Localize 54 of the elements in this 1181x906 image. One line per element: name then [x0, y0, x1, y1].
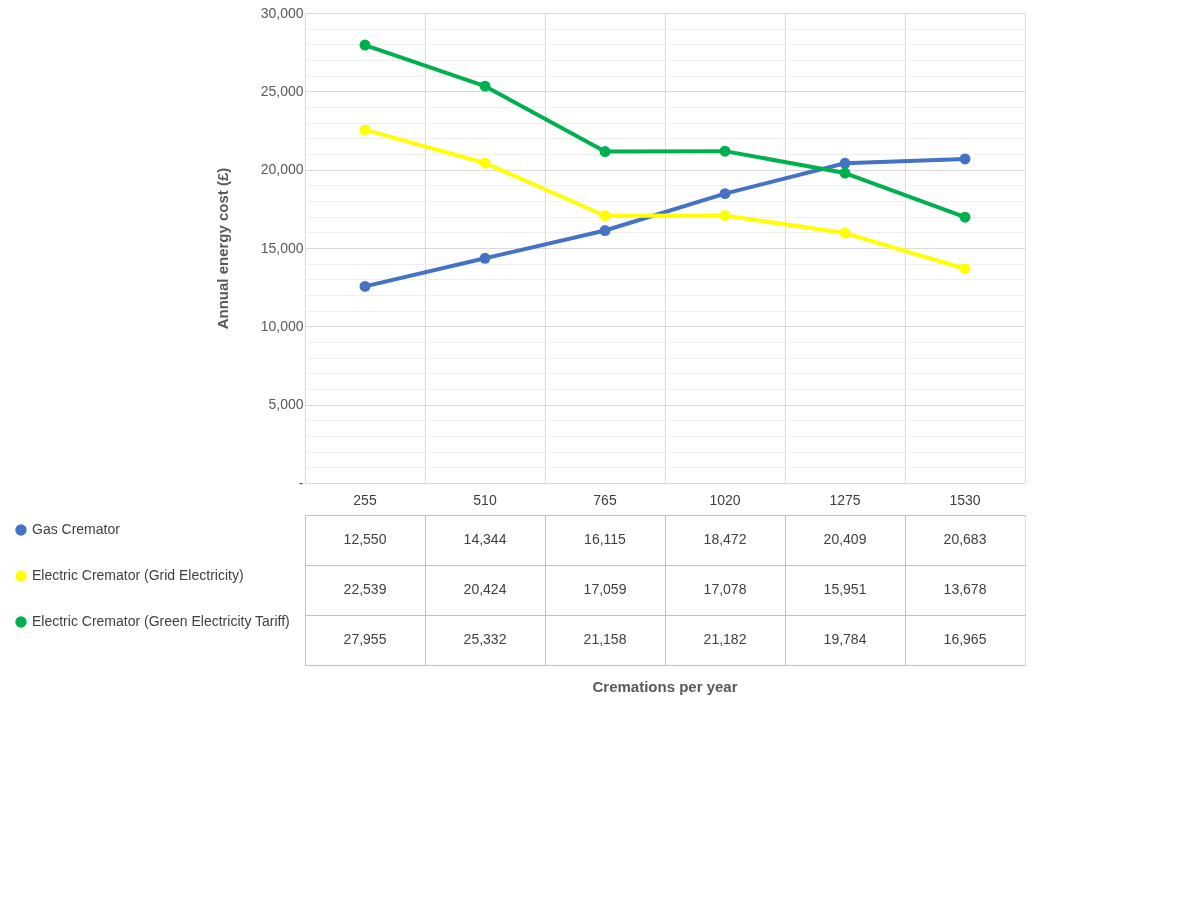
data-label: 13,678	[943, 581, 987, 597]
x-tick-label: 1275	[829, 491, 861, 508]
data-label: 14,344	[463, 531, 507, 547]
y-tick-label: 25,000	[260, 82, 304, 99]
legend-label: Gas Cremator	[32, 521, 121, 537]
y-tick-label: 30,000	[260, 4, 304, 21]
legend-label: Electric Cremator (Grid Electricity)	[32, 567, 244, 583]
point	[959, 263, 971, 275]
y-tick-label: 10,000	[260, 317, 304, 334]
data-label: 19,784	[823, 631, 867, 647]
data-label: 22,539	[343, 581, 387, 597]
point	[719, 145, 731, 157]
text: Cremations per year	[592, 678, 738, 695]
data-label: 20,424	[463, 581, 507, 597]
point	[599, 210, 611, 222]
point	[479, 80, 491, 92]
point	[839, 157, 851, 169]
data-label: 15,951	[823, 581, 867, 597]
point	[479, 157, 491, 169]
data-label: 16,115	[584, 531, 627, 547]
data-label: 20,409	[823, 531, 867, 547]
data-label: 12,550	[343, 531, 387, 547]
point	[959, 211, 971, 223]
x-tick-label: 1530	[949, 491, 981, 508]
point	[359, 39, 371, 51]
point	[599, 146, 611, 157]
x-tick-label: 255	[353, 491, 377, 508]
point	[359, 280, 371, 292]
x-tick-label: 765	[593, 491, 617, 508]
y-tick-label: 15,000	[260, 239, 304, 256]
y-tick-label: 20,000	[260, 161, 304, 178]
x-tick-label: 1020	[709, 491, 741, 508]
point	[959, 153, 971, 165]
point	[599, 225, 611, 236]
data-label: 17,059	[583, 581, 627, 597]
x-tick-label: 510	[473, 491, 497, 508]
point	[719, 209, 731, 221]
y-tick-label: -	[298, 474, 304, 491]
legend-label: Electric Cremator (Green Electricity Tariff)	[32, 613, 290, 629]
data-label: 20,683	[943, 531, 987, 547]
data-label: 21,158	[583, 631, 627, 647]
y-axis-title: Annual energy cost (£)	[213, 167, 231, 330]
data-label: 17,078	[703, 581, 747, 597]
point	[839, 227, 851, 239]
point	[479, 252, 491, 264]
data-label: 21,182	[703, 631, 747, 647]
data-label: 27,955	[343, 631, 387, 647]
data-label: 16,965	[943, 631, 987, 647]
y-tick-label: 5,000	[268, 396, 304, 413]
point	[359, 124, 371, 136]
data-label: 25,332	[463, 631, 507, 647]
point	[719, 188, 731, 200]
data-label: 18,472	[703, 531, 747, 547]
point	[839, 167, 851, 179]
